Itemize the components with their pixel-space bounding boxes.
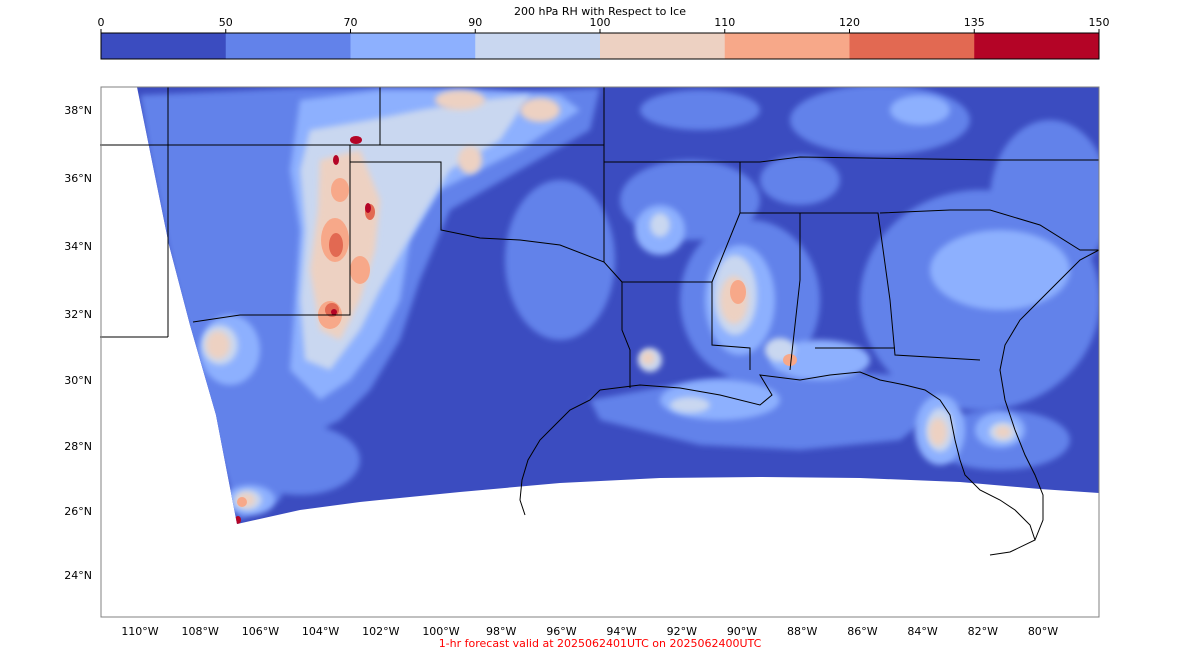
lon-label: 102°W bbox=[362, 625, 399, 638]
lat-label: 28°N bbox=[64, 440, 92, 453]
colorbar-tick-label: 120 bbox=[839, 16, 860, 29]
colorbar-tick-label: 135 bbox=[964, 16, 985, 29]
lat-label: 36°N bbox=[64, 172, 92, 185]
colorbar-swatch bbox=[849, 33, 975, 59]
lon-label: 104°W bbox=[302, 625, 339, 638]
colorbar-tick-label: 70 bbox=[344, 16, 358, 29]
lon-label: 84°W bbox=[907, 625, 937, 638]
lon-label: 98°W bbox=[486, 625, 516, 638]
colorbar-swatch bbox=[350, 33, 476, 59]
lat-label: 24°N bbox=[64, 569, 92, 582]
state-borders bbox=[100, 87, 1099, 388]
lon-label: 96°W bbox=[546, 625, 576, 638]
borders bbox=[100, 87, 1100, 556]
colorbar-swatch bbox=[225, 33, 351, 59]
rh-field bbox=[137, 87, 1099, 524]
colorbar-tick-label: 90 bbox=[468, 16, 482, 29]
colorbar-title: 200 hPa RH with Respect to Ice bbox=[514, 5, 686, 18]
lon-label: 108°W bbox=[182, 625, 219, 638]
map-frame bbox=[100, 86, 1100, 618]
lon-label: 100°W bbox=[422, 625, 459, 638]
coastline bbox=[519, 249, 1100, 556]
lat-label: 38°N bbox=[64, 104, 92, 117]
lon-label: 86°W bbox=[847, 625, 877, 638]
lon-label: 90°W bbox=[727, 625, 757, 638]
colorbar-swatch bbox=[600, 33, 726, 59]
lat-label: 30°N bbox=[64, 374, 92, 387]
colorbar-swatch bbox=[475, 33, 601, 59]
forecast-valid-caption: 1-hr forecast valid at 2025062401UTC on … bbox=[438, 637, 762, 650]
lon-label: 82°W bbox=[968, 625, 998, 638]
colorbar-tick-label: 110 bbox=[714, 16, 735, 29]
lat-label: 34°N bbox=[64, 240, 92, 253]
colorbar-swatch bbox=[974, 33, 1100, 59]
lon-label: 80°W bbox=[1028, 625, 1058, 638]
lon-label: 110°W bbox=[121, 625, 158, 638]
colorbar-swatch bbox=[101, 33, 227, 59]
lon-label: 94°W bbox=[606, 625, 636, 638]
lon-label: 92°W bbox=[667, 625, 697, 638]
colorbar-tick-label: 150 bbox=[1089, 16, 1110, 29]
lat-label: 32°N bbox=[64, 308, 92, 321]
colorbar: 0 50 70 90 100 110 120 135 150 bbox=[98, 16, 1110, 60]
colorbar-swatch bbox=[724, 33, 850, 59]
colorbar-tick-label: 100 bbox=[590, 16, 611, 29]
lon-label: 106°W bbox=[242, 625, 279, 638]
lat-label: 26°N bbox=[64, 505, 92, 518]
colorbar-tick-label: 0 bbox=[98, 16, 105, 29]
colorbar-tick-label: 50 bbox=[219, 16, 233, 29]
lon-label: 88°W bbox=[787, 625, 817, 638]
